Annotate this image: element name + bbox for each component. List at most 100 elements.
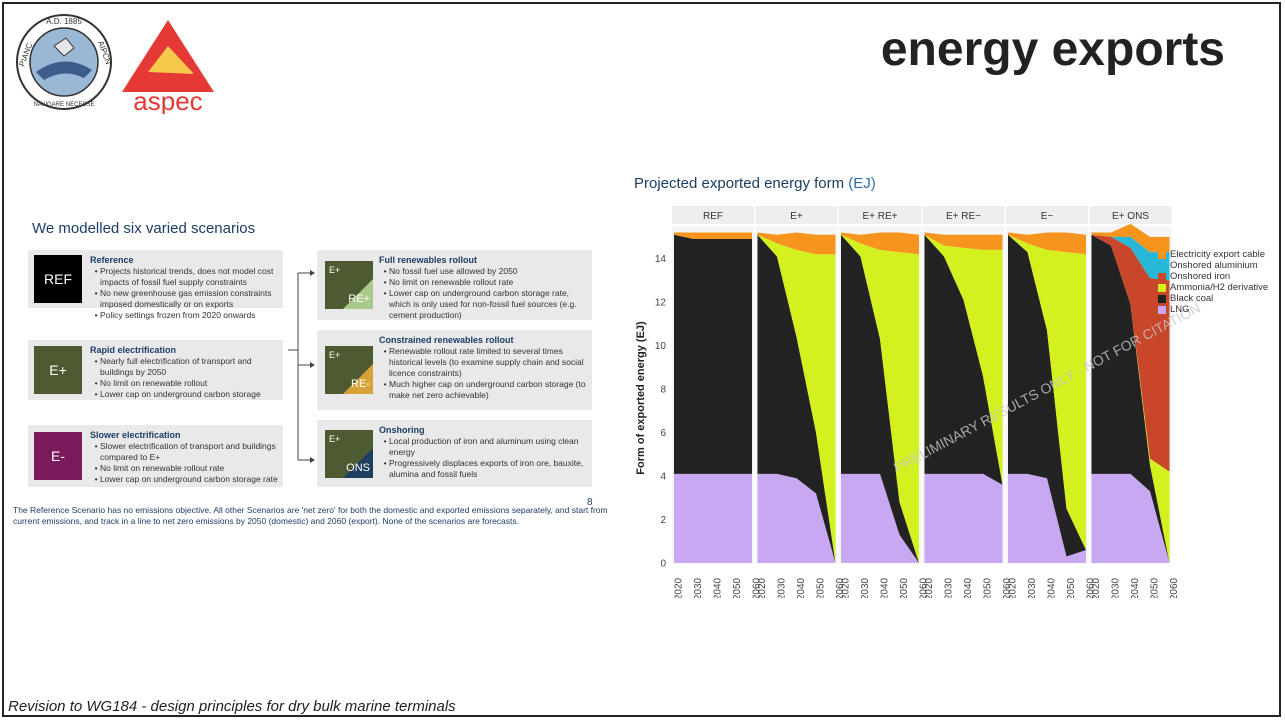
facet-header <box>1006 206 1088 224</box>
legend-label: Electricity export cable <box>1170 249 1266 260</box>
y-tick-label: 2 <box>660 515 666 526</box>
y-tick-label: 4 <box>660 472 666 483</box>
legend-swatch <box>1158 294 1166 303</box>
x-tick-label: 2030 <box>777 577 788 598</box>
area-black-coal <box>1008 234 1086 557</box>
x-tick-label: 2060 <box>1169 577 1180 598</box>
pianc-motto-top: A.D. 1885 <box>46 17 82 26</box>
scenario-panel-e-minus: E- Slower electrification Slower electri… <box>28 425 283 487</box>
y-tick-label: 12 <box>655 298 667 309</box>
x-tick-label: 2050 <box>983 577 994 598</box>
x-tick-label: 2050 <box>1066 577 1077 598</box>
x-tick-label: 2040 <box>963 577 974 598</box>
facet-label: E+ RE− <box>946 211 981 222</box>
facet-header <box>922 206 1005 224</box>
x-tick-label: 2030 <box>1027 577 1038 598</box>
legend-swatch <box>1158 272 1166 281</box>
legend-label: Ammonia/H2 derivative <box>1170 282 1269 293</box>
area-electricity-export-cable <box>841 232 919 255</box>
scenario-connector-arrows <box>288 270 315 463</box>
y-tick-label: 14 <box>655 254 667 265</box>
area-black-coal <box>924 234 1003 485</box>
legend-swatch <box>1158 261 1166 270</box>
facet-header <box>755 206 838 224</box>
facet-header <box>839 206 921 224</box>
facet-label: E+ RE+ <box>862 211 897 222</box>
area-black-coal <box>757 234 836 563</box>
scenario-description: Reference Projects historical trends, do… <box>90 255 283 321</box>
x-tick-label: 2020 <box>674 577 685 598</box>
chart-title: Projected exported energy form (EJ) <box>634 175 876 192</box>
legend-label: Black coal <box>1170 293 1214 304</box>
area-lng <box>1008 473 1086 563</box>
legend-item: Onshored aluminium <box>1158 260 1268 271</box>
x-tick-label: 2040 <box>1130 577 1141 598</box>
area-ammonia-h2-derivative <box>1008 234 1086 550</box>
x-tick-label: 2040 <box>1047 577 1058 598</box>
scenario-description: Rapid electrification Nearly full electr… <box>90 345 283 400</box>
scenario-code-box: E+ RE- <box>325 346 373 394</box>
x-tick-label: 2020 <box>841 577 852 598</box>
area-black-coal <box>1091 234 1170 563</box>
area-ammonia-h2-derivative <box>757 234 836 563</box>
x-tick-label: 2060 <box>1002 577 1013 598</box>
x-tick-label: 2020 <box>757 577 768 598</box>
pianc-motto-bottom: NAVIGARE NECESSE <box>34 102 95 108</box>
area-electricity-export-cable <box>1008 232 1086 255</box>
facet-label: E− <box>1041 211 1054 222</box>
legend-item: Black coal <box>1158 293 1268 304</box>
legend-item: Ammonia/H2 derivative <box>1158 282 1268 293</box>
area-lng <box>674 473 752 563</box>
scenario-panel-re-minus: E+ RE- Constrained renewables rollout Re… <box>317 330 592 410</box>
facet-label: E+ <box>790 211 803 222</box>
area-ammonia-h2-derivative <box>924 234 1003 485</box>
area-lng <box>1091 473 1170 563</box>
aspec-logo: aspec <box>122 20 214 114</box>
x-tick-label: 2040 <box>796 577 807 598</box>
legend-swatch <box>1158 250 1166 259</box>
area-black-coal <box>841 234 919 563</box>
x-tick-label: 2050 <box>732 577 743 598</box>
scenario-code-box: E+ RE+ <box>325 261 373 309</box>
x-tick-label: 2030 <box>1111 577 1122 598</box>
y-tick-label: 8 <box>660 385 666 396</box>
legend-label: LNG <box>1170 304 1190 315</box>
area-black-coal <box>674 234 752 474</box>
x-tick-label: 2060 <box>1086 577 1097 598</box>
x-tick-label: 2050 <box>816 577 827 598</box>
scenario-description: Slower electrification Slower electrific… <box>90 430 283 485</box>
pianc-logo: A.D. 1885 PIANC AIPCN NAVIGARE NECESSE <box>16 14 113 110</box>
area-lng <box>841 473 919 563</box>
x-tick-label: 2060 <box>919 577 930 598</box>
x-tick-label: 2060 <box>752 577 763 598</box>
x-tick-label: 2020 <box>1008 577 1019 598</box>
x-tick-label: 2030 <box>693 577 704 598</box>
y-tick-label: 0 <box>660 559 666 570</box>
slide-title: We modelled six varied scenarios <box>32 220 256 237</box>
facet-header <box>672 206 754 224</box>
legend-item: Onshored iron <box>1158 271 1268 282</box>
area-lng <box>924 473 1003 563</box>
y-tick-label: 6 <box>660 428 666 439</box>
aspec-wordmark: aspec <box>133 86 202 114</box>
legend-item: Electricity export cable <box>1158 249 1268 260</box>
scenario-code-box: E+ <box>34 346 82 394</box>
x-tick-label: 2030 <box>944 577 955 598</box>
area-electricity-export-cable <box>924 232 1003 250</box>
x-tick-label: 2040 <box>880 577 891 598</box>
y-axis-label: Form of exported energy (EJ) <box>635 321 647 475</box>
area-electricity-export-cable <box>757 232 836 255</box>
x-tick-label: 2040 <box>713 577 724 598</box>
x-tick-label: 2050 <box>1150 577 1161 598</box>
legend-label: Onshored iron <box>1170 271 1231 282</box>
y-tick-label: 10 <box>655 341 667 352</box>
scenario-code-box: E+ ONS <box>325 430 373 478</box>
x-tick-label: 2030 <box>860 577 871 598</box>
page-footer: Revision to WG184 - design principles fo… <box>8 698 456 715</box>
scenario-code-box: REF <box>34 255 82 303</box>
facet-header <box>1089 206 1172 224</box>
scenario-description: Onshoring Local production of iron and a… <box>379 425 592 480</box>
area-onshored-aluminium <box>1091 234 1170 281</box>
scenario-description: Full renewables rollout No fossil fuel u… <box>379 255 592 321</box>
